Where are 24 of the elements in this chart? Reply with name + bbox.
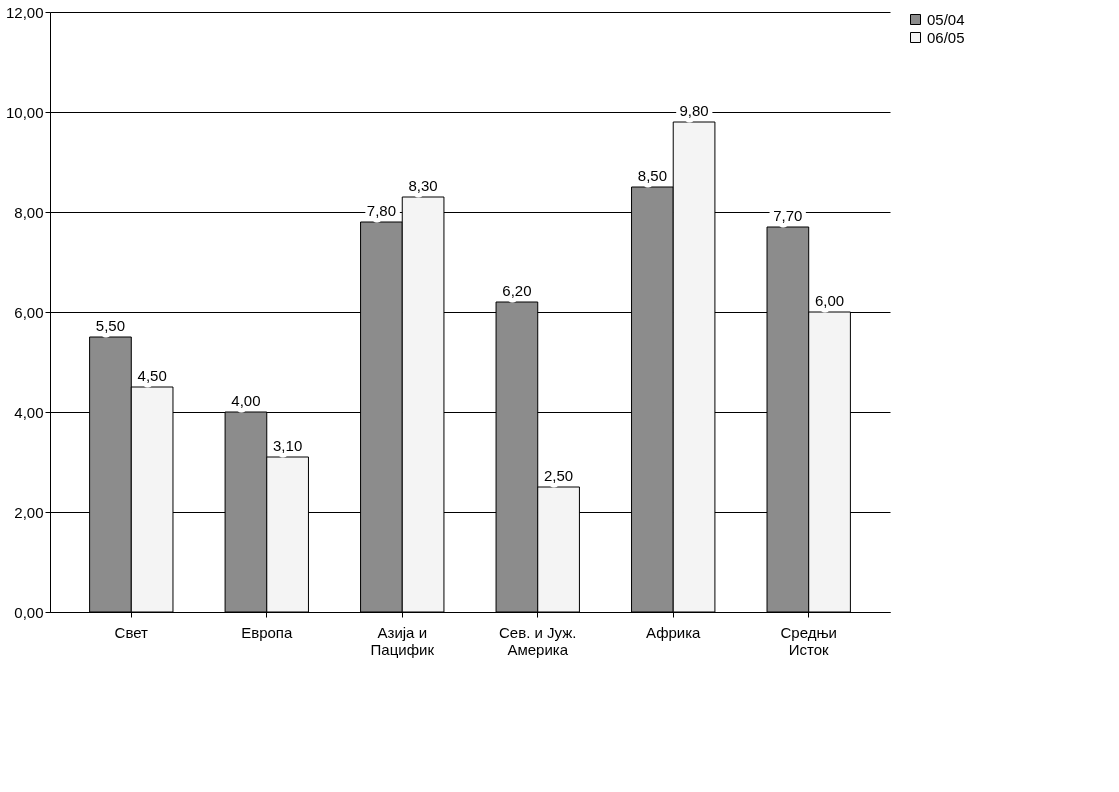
data-label: 8,30 — [408, 177, 438, 194]
y-tick-label: 0,00 — [14, 603, 44, 621]
y-tick-label: 10,00 — [5, 103, 44, 121]
data-label: 5,50 — [95, 317, 126, 334]
data-label: 3,10 — [273, 437, 303, 454]
x-tick-label: Европа — [241, 623, 293, 641]
y-tick-label: 12,00 — [5, 3, 44, 21]
x-tick-label: Средњи Исток — [780, 623, 837, 658]
y-tick-label: 8,00 — [14, 203, 44, 221]
data-label: 4,00 — [231, 392, 261, 409]
data-label: 6,20 — [502, 282, 532, 299]
data-label: 2,50 — [543, 467, 574, 484]
legend-label: 05/04 — [927, 10, 965, 28]
data-label: 4,50 — [137, 367, 167, 384]
x-tick-label: Сев. и Јуж. Америка — [499, 623, 577, 658]
y-tick-label: 6,00 — [14, 303, 44, 321]
y-tick-label: 2,00 — [14, 503, 44, 521]
x-tick-label: Африка — [645, 623, 702, 641]
x-tick-label: Азија и Пацифик — [370, 623, 435, 658]
legend-label: 06/05 — [927, 28, 965, 46]
data-label: 8,50 — [637, 167, 667, 184]
y-tick-label: 4,00 — [14, 403, 44, 421]
data-label: 6,00 — [814, 292, 845, 309]
x-tick-label: Свет — [114, 623, 149, 641]
